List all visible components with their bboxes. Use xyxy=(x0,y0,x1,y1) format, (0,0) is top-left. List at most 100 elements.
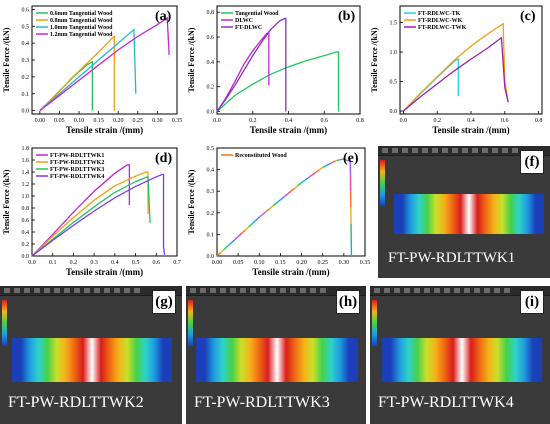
y-axis-label: Tensile Force /(kN) xyxy=(187,169,196,234)
x-tick-label: 0.4 xyxy=(467,118,475,124)
toolbar-icon[interactable] xyxy=(482,148,488,153)
toolbar-icon[interactable] xyxy=(124,288,130,293)
toolbar-icon[interactable] xyxy=(472,148,478,153)
toolbar-icon[interactable] xyxy=(34,288,40,293)
toolbar-icon[interactable] xyxy=(114,288,120,293)
toolbar-icon[interactable] xyxy=(432,148,438,153)
y-tick-label: 0.5 xyxy=(22,24,30,30)
x-tick-label: 0.0 xyxy=(213,118,221,124)
y-axis-label: Tensile Force /(kN) xyxy=(2,27,11,92)
toolbar-icon[interactable] xyxy=(444,288,450,293)
x-tick-label: 0.20 xyxy=(296,260,307,266)
series-line-segment xyxy=(332,160,336,163)
x-tick-label: 0.6 xyxy=(321,118,329,124)
simulation-panel-g: FT-PW-RDLTTWK2 (g) xyxy=(0,286,182,424)
series-line-segment xyxy=(234,236,239,241)
toolbar-icon[interactable] xyxy=(454,288,460,293)
toolbar-icon[interactable] xyxy=(14,288,20,293)
legend-entry: 0.8mm Tangential Wood xyxy=(50,18,113,24)
x-tick-label: 0.4 xyxy=(285,118,293,124)
legend-entry: FT-RDLWC-TK xyxy=(418,11,461,17)
panel-label: (h) xyxy=(336,290,360,314)
series-line xyxy=(216,51,340,112)
stress-contour-specimen xyxy=(394,194,544,234)
toolbar-icon[interactable] xyxy=(492,148,498,153)
series-line-segment xyxy=(304,176,310,181)
toolbar-icon[interactable] xyxy=(414,288,420,293)
panel-label: (g) xyxy=(152,290,176,314)
x-tick-label: 0.00 xyxy=(212,260,223,266)
toolbar-icon[interactable] xyxy=(260,288,266,293)
toolbar-icon[interactable] xyxy=(220,288,226,293)
toolbar-icon[interactable] xyxy=(464,288,470,293)
toolbar-icon[interactable] xyxy=(4,288,10,293)
series-line-segment xyxy=(308,174,313,179)
toolbar-icon[interactable] xyxy=(300,288,306,293)
toolbar-icon[interactable] xyxy=(402,148,408,153)
toolbar-icon[interactable] xyxy=(310,288,316,293)
toolbar-icon[interactable] xyxy=(84,288,90,293)
x-tick-label: 0.10 xyxy=(254,260,265,266)
toolbar-icon[interactable] xyxy=(54,288,60,293)
toolbar-icon[interactable] xyxy=(134,288,140,293)
toolbar-icon[interactable] xyxy=(442,148,448,153)
toolbar-icon[interactable] xyxy=(290,288,296,293)
toolbar-icon[interactable] xyxy=(424,288,430,293)
series-line xyxy=(31,171,149,257)
toolbar-icon[interactable] xyxy=(382,148,388,153)
toolbar-icon[interactable] xyxy=(392,148,398,153)
toolbar-icon[interactable] xyxy=(434,288,440,293)
series-line-segment xyxy=(276,199,281,204)
toolbar-icon[interactable] xyxy=(422,148,428,153)
toolbar-icon[interactable] xyxy=(412,148,418,153)
y-tick-label: 0.0 xyxy=(22,254,30,260)
toolbar-icon[interactable] xyxy=(394,288,400,293)
series-line-segment xyxy=(216,252,221,257)
toolbar-icon[interactable] xyxy=(270,288,276,293)
y-tick-label: 0.8 xyxy=(22,206,30,212)
series-line-segment xyxy=(244,226,250,231)
toolbar-icon[interactable] xyxy=(210,288,216,293)
toolbar-icon[interactable] xyxy=(74,288,80,293)
toolbar-icon[interactable] xyxy=(104,288,110,293)
x-tick-label: 0.35 xyxy=(360,260,371,266)
toolbar-icon[interactable] xyxy=(502,148,508,153)
toolbar-icon[interactable] xyxy=(200,288,206,293)
panel-label: (f) xyxy=(520,150,544,174)
chart-panel-d: 0.0 0.1 0.2 0.3 0.4 0.5 0.6 0.7 0.0 0.2 0.4 0.6 0.8 1… xyxy=(2,146,181,277)
toolbar-icon[interactable] xyxy=(44,288,50,293)
series-line-segment xyxy=(311,171,317,176)
x-tick-label: 0.10 xyxy=(74,118,85,124)
toolbar-icon[interactable] xyxy=(484,288,490,293)
toolbar-icon[interactable] xyxy=(404,288,410,293)
toolbar-icon[interactable] xyxy=(494,288,500,293)
x-tick-label: 0.3 xyxy=(90,260,98,266)
toolbar-icon[interactable] xyxy=(94,288,100,293)
toolbar-icon[interactable] xyxy=(240,288,246,293)
toolbar-icon[interactable] xyxy=(504,288,510,293)
toolbar-icon[interactable] xyxy=(474,288,480,293)
toolbar-icon[interactable] xyxy=(190,288,196,293)
toolbar-icon[interactable] xyxy=(250,288,256,293)
toolbar-icon[interactable] xyxy=(384,288,390,293)
series-line-segment xyxy=(265,207,271,212)
y-axis-label: Tensile Force /(kN) xyxy=(370,27,379,92)
legend-entry: FT-PW-RDLTTWK2 xyxy=(50,160,104,166)
series-line-segment xyxy=(290,187,295,192)
toolbar-icon[interactable] xyxy=(462,148,468,153)
toolbar-icon[interactable] xyxy=(64,288,70,293)
toolbar-icon[interactable] xyxy=(230,288,236,293)
toolbar-icon[interactable] xyxy=(280,288,286,293)
toolbar-icon[interactable] xyxy=(24,288,30,293)
y-tick-label: 0.4 xyxy=(22,41,30,47)
x-tick-label: 0.6 xyxy=(153,260,161,266)
series-line-segment xyxy=(322,165,326,169)
legend-entry: 0.6mm Tangential Wood xyxy=(50,11,113,17)
toolbar-icon[interactable] xyxy=(320,288,326,293)
toolbar-icon[interactable] xyxy=(374,288,380,293)
toolbar-icon[interactable] xyxy=(452,148,458,153)
panel-label: (d) xyxy=(155,151,172,166)
toolbar-icon[interactable] xyxy=(512,148,518,153)
simulation-panel-h: FT-PW-RDLTTWK3 (h) xyxy=(186,286,366,424)
specimen-caption: FT-PW-RDLTTWK3 xyxy=(194,394,330,411)
